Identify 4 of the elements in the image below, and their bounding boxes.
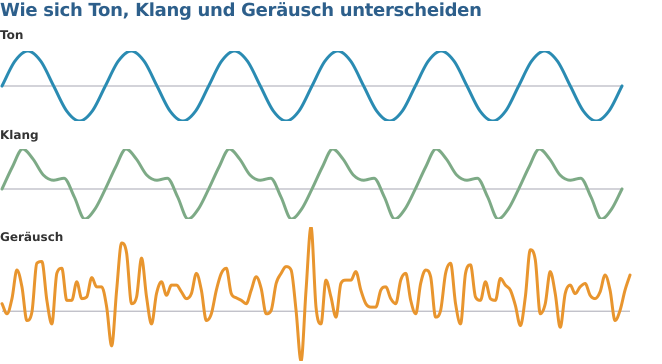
chart-title: Ton bbox=[0, 28, 24, 42]
text: Wie sich Ton, Klang und Geräusch unterscheiden bbox=[0, 0, 482, 21]
chart-title: Klang bbox=[0, 128, 39, 142]
chart-title: Geräusch bbox=[0, 230, 64, 244]
